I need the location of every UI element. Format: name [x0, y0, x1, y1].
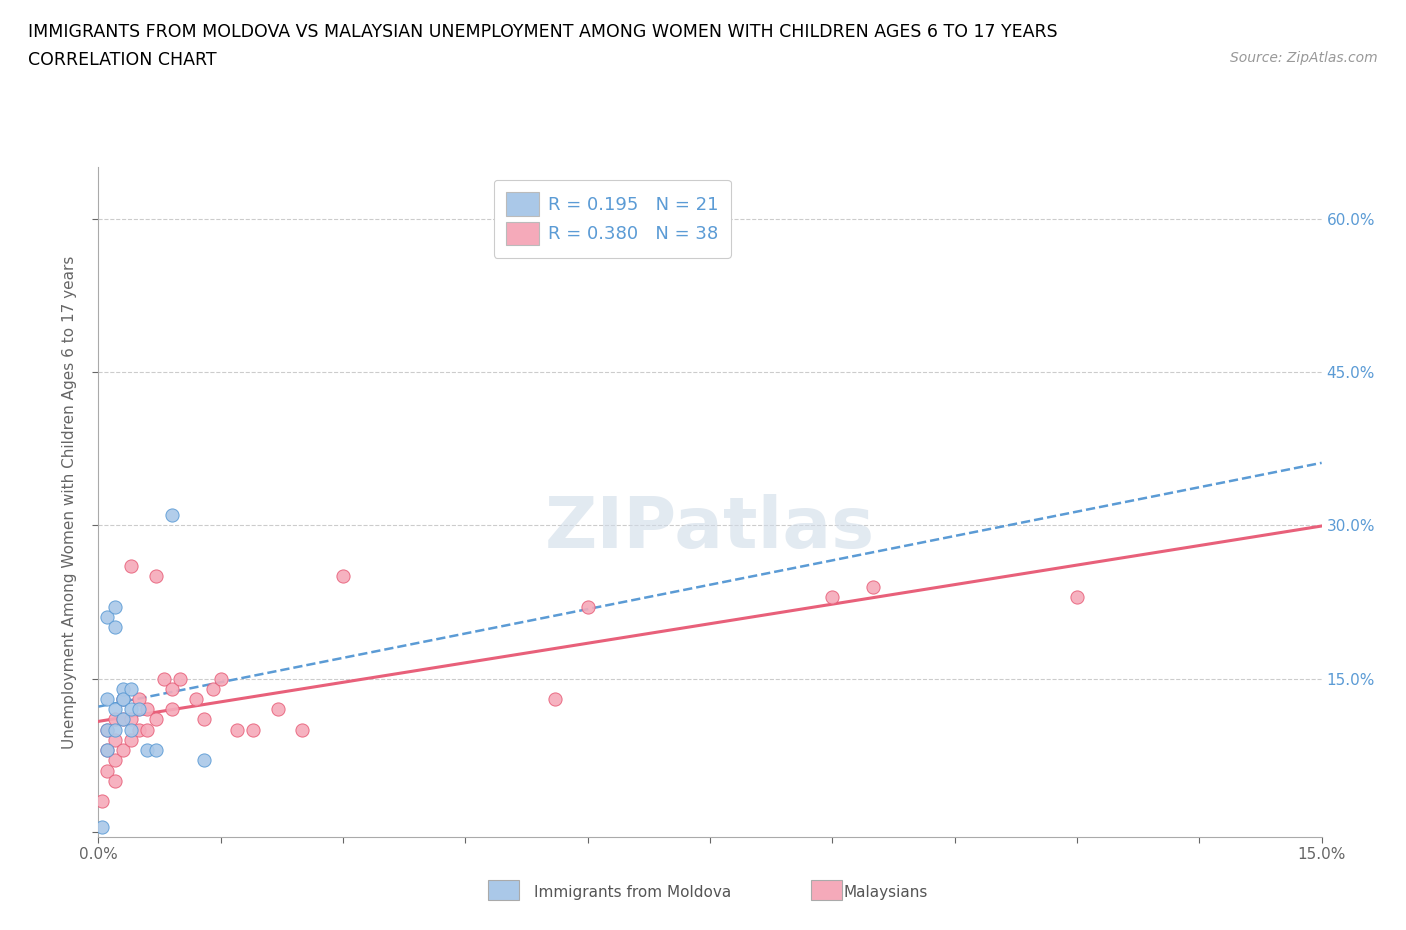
- Point: [160, 682, 183, 697]
- Point: [193, 712, 215, 727]
- Point: [544, 692, 567, 707]
- Text: IMMIGRANTS FROM MOLDOVA VS MALAYSIAN UNEMPLOYMENT AMONG WOMEN WITH CHILDREN AGES: IMMIGRANTS FROM MOLDOVA VS MALAYSIAN UNE…: [28, 23, 1057, 41]
- Point: [111, 682, 134, 697]
- Point: [104, 774, 127, 789]
- Point: [104, 702, 127, 717]
- Point: [111, 692, 134, 707]
- Y-axis label: Unemployment Among Women with Children Ages 6 to 17 years: Unemployment Among Women with Children A…: [62, 256, 77, 749]
- Point: [111, 712, 134, 727]
- Point: [136, 743, 159, 758]
- Point: [128, 692, 150, 707]
- Legend: R = 0.195   N = 21, R = 0.380   N = 38: R = 0.195 N = 21, R = 0.380 N = 38: [494, 179, 731, 258]
- Point: [242, 723, 264, 737]
- Point: [136, 723, 159, 737]
- Point: [821, 590, 844, 604]
- Point: [96, 764, 118, 778]
- Point: [120, 733, 142, 748]
- Point: [128, 723, 150, 737]
- Point: [1066, 590, 1088, 604]
- Point: [332, 569, 354, 584]
- Point: [104, 620, 127, 635]
- Point: [96, 692, 118, 707]
- Point: [169, 671, 191, 686]
- Point: [576, 600, 599, 615]
- Point: [862, 579, 884, 594]
- Point: [120, 682, 142, 697]
- Point: [111, 712, 134, 727]
- Point: [104, 753, 127, 768]
- Point: [193, 753, 215, 768]
- Point: [120, 559, 142, 574]
- Point: [120, 712, 142, 727]
- Point: [104, 712, 127, 727]
- Point: [96, 723, 118, 737]
- Point: [111, 743, 134, 758]
- Point: [226, 723, 249, 737]
- Point: [120, 702, 142, 717]
- Point: [201, 682, 224, 697]
- FancyBboxPatch shape: [488, 880, 519, 900]
- Point: [120, 723, 142, 737]
- Text: CORRELATION CHART: CORRELATION CHART: [28, 51, 217, 69]
- Text: Source: ZipAtlas.com: Source: ZipAtlas.com: [1230, 51, 1378, 65]
- Point: [136, 702, 159, 717]
- Point: [145, 712, 167, 727]
- Point: [111, 692, 134, 707]
- Text: Immigrants from Moldova: Immigrants from Moldova: [534, 885, 731, 900]
- Point: [104, 600, 127, 615]
- Point: [96, 610, 118, 625]
- FancyBboxPatch shape: [811, 880, 842, 900]
- Point: [111, 692, 134, 707]
- Point: [91, 819, 114, 834]
- Text: Malaysians: Malaysians: [844, 885, 928, 900]
- Point: [104, 723, 127, 737]
- Point: [186, 692, 208, 707]
- Point: [104, 733, 127, 748]
- Point: [160, 702, 183, 717]
- Point: [96, 743, 118, 758]
- Point: [96, 743, 118, 758]
- Text: ZIPatlas: ZIPatlas: [546, 495, 875, 564]
- Point: [96, 723, 118, 737]
- Point: [128, 702, 150, 717]
- Point: [91, 794, 114, 809]
- Point: [160, 508, 183, 523]
- Point: [152, 671, 174, 686]
- Point: [267, 702, 290, 717]
- Point: [145, 569, 167, 584]
- Point: [209, 671, 232, 686]
- Point: [291, 723, 314, 737]
- Point: [145, 743, 167, 758]
